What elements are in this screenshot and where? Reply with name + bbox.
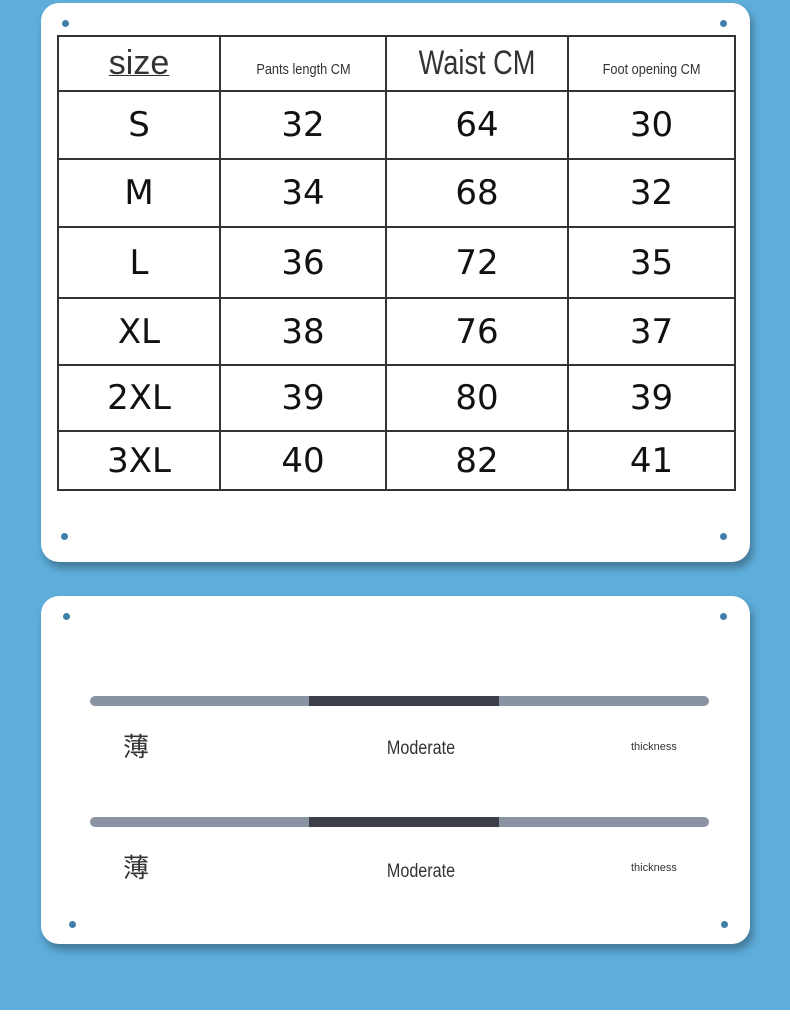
cell-size: XL	[57, 297, 221, 366]
cell-pants-length: 39	[219, 364, 387, 432]
corner-dot	[720, 20, 727, 27]
cell-waist: 72	[385, 226, 569, 299]
corner-dot	[69, 921, 76, 928]
cell-size: L	[57, 226, 221, 299]
scale-indicator	[309, 817, 499, 827]
scale-label-thin: 薄	[123, 853, 150, 883]
scale-label-moderate: Moderate	[386, 861, 456, 882]
table-row: 3XL 40 82 41	[57, 430, 736, 491]
header-text: Foot opening CM	[602, 61, 701, 78]
corner-dot	[720, 533, 727, 540]
cell-pants-length: 32	[219, 90, 387, 160]
scale-label-thin: 薄	[123, 732, 150, 762]
cell-waist: 76	[385, 297, 569, 366]
header-foot-opening: Foot opening CM	[567, 35, 736, 92]
table-row: S 32 64 30	[57, 90, 736, 160]
thickness-scale-bar	[90, 817, 709, 827]
header-text: size	[108, 44, 170, 82]
header-size: size	[57, 35, 221, 92]
cell-foot-opening: 39	[567, 364, 736, 432]
cell-size: 3XL	[57, 430, 221, 491]
header-text: Pants length CM	[255, 61, 351, 78]
bottom-strip	[0, 1010, 790, 1018]
scale-label-thickness: thickness	[631, 741, 677, 753]
cell-foot-opening: 30	[567, 90, 736, 160]
table-row: M 34 68 32	[57, 158, 736, 228]
table-row: 2XL 39 80 39	[57, 364, 736, 432]
cell-pants-length: 34	[219, 158, 387, 228]
size-chart-card: size Pants length CM Waist CM Foot openi…	[41, 3, 750, 562]
table-row: L 36 72 35	[57, 226, 736, 299]
cell-size: S	[57, 90, 221, 160]
cell-pants-length: 38	[219, 297, 387, 366]
cell-size: M	[57, 158, 221, 228]
cell-waist: 80	[385, 364, 569, 432]
scale-label-thickness: thickness	[631, 862, 677, 874]
scale-indicator	[309, 696, 499, 706]
cell-pants-length: 36	[219, 226, 387, 299]
header-pants-length: Pants length CM	[219, 35, 387, 92]
cell-foot-opening: 37	[567, 297, 736, 366]
scale-label-moderate: Moderate	[386, 738, 456, 759]
header-text: Waist CM	[418, 44, 536, 82]
cell-size: 2XL	[57, 364, 221, 432]
corner-dot	[62, 20, 69, 27]
cell-pants-length: 40	[219, 430, 387, 491]
table-row: XL 38 76 37	[57, 297, 736, 366]
corner-dot	[63, 613, 70, 620]
cell-foot-opening: 32	[567, 158, 736, 228]
corner-dot	[721, 921, 728, 928]
corner-dot	[720, 613, 727, 620]
cell-foot-opening: 35	[567, 226, 736, 299]
thickness-scale-bar	[90, 696, 709, 706]
cell-waist: 64	[385, 90, 569, 160]
cell-foot-opening: 41	[567, 430, 736, 491]
size-table: size Pants length CM Waist CM Foot openi…	[57, 35, 736, 491]
header-waist: Waist CM	[385, 35, 569, 92]
cell-waist: 68	[385, 158, 569, 228]
thickness-card: 薄 Moderate thickness 薄 Moderate thicknes…	[41, 596, 750, 944]
corner-dot	[61, 533, 68, 540]
table-header-row: size Pants length CM Waist CM Foot openi…	[57, 35, 736, 92]
cell-waist: 82	[385, 430, 569, 491]
